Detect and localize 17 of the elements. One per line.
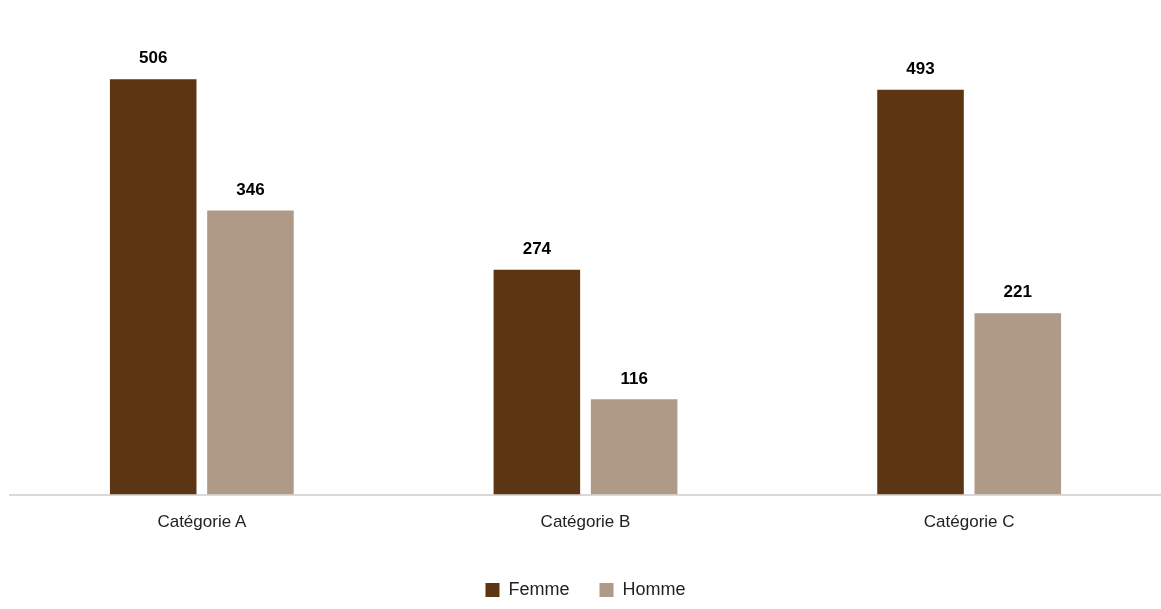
data-label: 274 — [522, 238, 552, 258]
data-label: 506 — [139, 48, 168, 68]
bar — [974, 313, 1062, 495]
legend-label: Femme — [508, 578, 570, 599]
bar — [590, 399, 678, 495]
data-label: 116 — [620, 368, 648, 388]
bar — [109, 79, 197, 495]
data-label: 493 — [906, 59, 935, 79]
legend-label: Homme — [622, 578, 686, 599]
bar — [493, 269, 581, 495]
bar — [877, 89, 964, 495]
data-label: 346 — [236, 179, 265, 199]
x-tick-label: Catégorie A — [157, 512, 247, 532]
bar — [207, 210, 294, 495]
x-tick-label: Catégorie B — [540, 512, 631, 532]
x-tick-label: Catégorie C — [923, 512, 1015, 532]
data-label: 221 — [1003, 282, 1032, 302]
